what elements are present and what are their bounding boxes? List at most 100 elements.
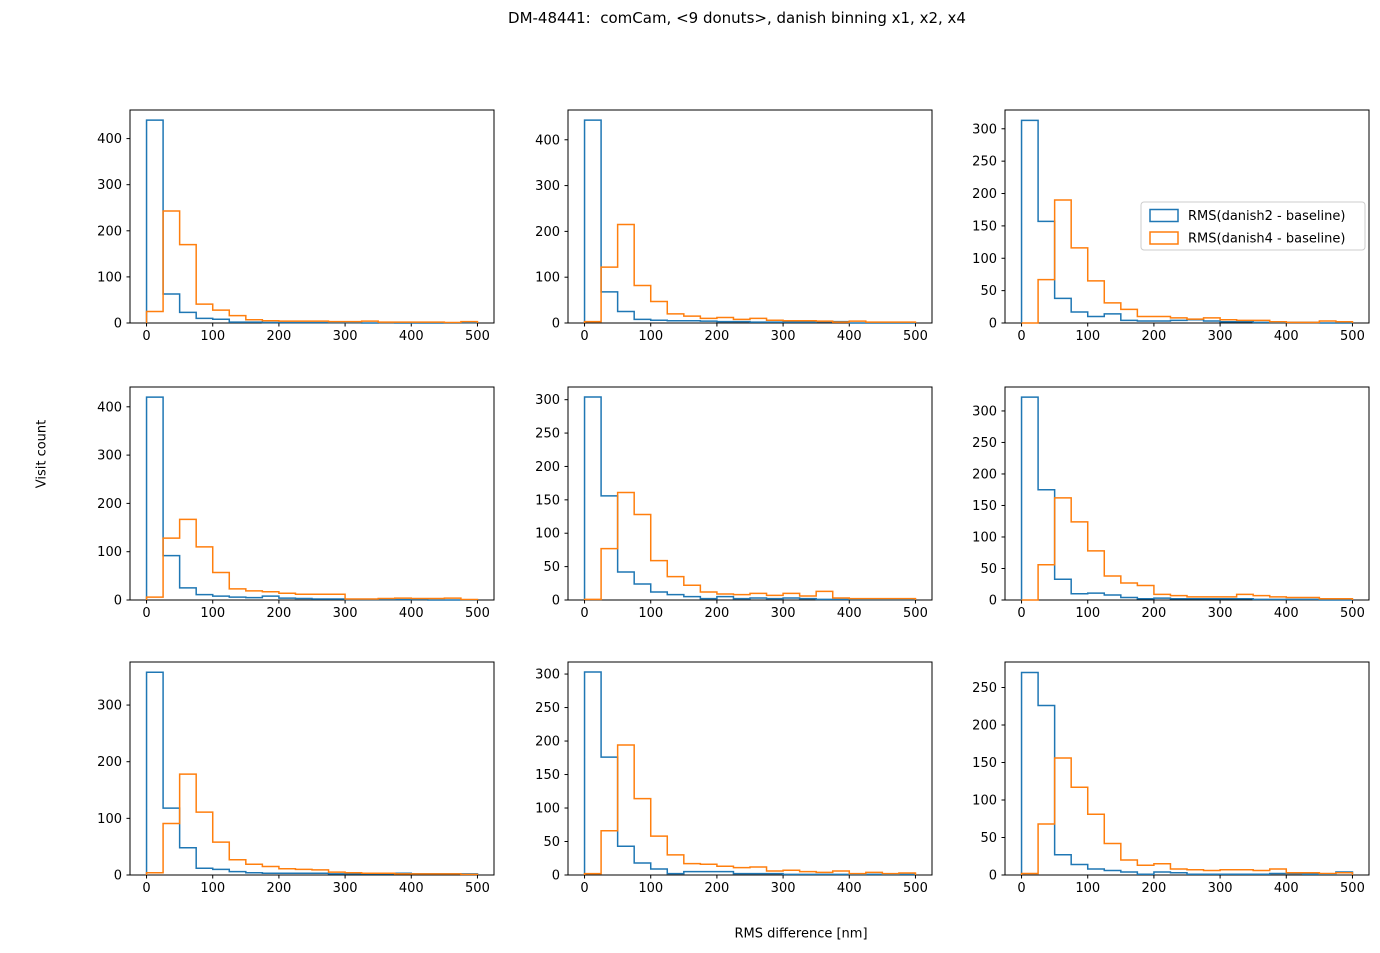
histogram-subplot-r1c1: 0 100 200 300 400 500 0 50 100 150 200 250 300 (535, 386, 933, 621)
y-tick-label: 100 (535, 802, 560, 817)
x-tick-label: 300 (333, 881, 358, 896)
x-tick-label: 200 (266, 606, 291, 621)
histogram-subplot-r1c0: 0 100 200 300 400 500 0 100 200 300 400 (97, 386, 495, 621)
x-tick-label: 500 (903, 606, 928, 621)
x-tick-label: 500 (1340, 329, 1365, 344)
x-tick-label: 0 (1017, 606, 1025, 621)
axes-spines (567, 109, 933, 324)
x-tick-label: 400 (1274, 606, 1299, 621)
y-tick-label: 400 (97, 400, 122, 415)
x-tick-label: 0 (142, 606, 150, 621)
y-tick-label: 0 (114, 869, 122, 884)
y-tick-label: 100 (972, 530, 997, 545)
danish4-series-line (145, 210, 479, 324)
x-tick-label: 100 (638, 329, 663, 344)
axes-spines (129, 109, 495, 324)
y-tick-label: 300 (972, 122, 997, 137)
y-tick-label: 200 (535, 460, 560, 475)
danish2-series-line (145, 396, 478, 601)
y-tick-label: 100 (535, 527, 560, 542)
y-tick-label: 300 (97, 699, 122, 714)
y-tick-label: 100 (972, 794, 997, 809)
y-tick-label: 0 (114, 317, 122, 332)
y-tick-label: 200 (535, 225, 560, 240)
x-tick-label: 300 (333, 329, 358, 344)
x-tick-label: 400 (399, 329, 424, 344)
x-tick-label: 400 (837, 329, 862, 344)
y-tick-label: 200 (972, 467, 997, 482)
x-tick-label: 300 (771, 329, 796, 344)
histogram-subplot-r2c2: 0 100 200 300 400 500 0 50 100 150 200 250 (972, 661, 1370, 896)
y-tick-label: 300 (97, 178, 122, 193)
axes-spines (1004, 661, 1370, 876)
legend-label-danish2: RMS(danish2 - baseline) (1188, 209, 1345, 224)
y-tick-label: 50 (980, 562, 997, 577)
y-tick-label: 250 (972, 681, 997, 696)
x-tick-label: 0 (1017, 329, 1025, 344)
x-tick-label: 200 (1141, 329, 1166, 344)
y-tick-label: 250 (535, 427, 560, 442)
x-tick-label: 400 (1274, 881, 1299, 896)
danish4-series-line (583, 223, 917, 323)
danish4-series-line (1021, 497, 1354, 601)
y-tick-label: 200 (972, 187, 997, 202)
legend-box (1140, 201, 1366, 251)
y-tick-label: 200 (535, 735, 560, 750)
histogram-subplot-r0c2: 0 100 200 300 400 500 0 50 100 150 200 250 300 RMS(da… (972, 109, 1370, 344)
x-tick-label: 500 (465, 329, 490, 344)
x-tick-label: 100 (200, 881, 225, 896)
legend-swatch-danish2 (1149, 208, 1179, 223)
y-tick-label: 300 (972, 404, 997, 419)
y-tick-label: 0 (552, 317, 560, 332)
x-tick-label: 100 (1075, 881, 1100, 896)
y-tick-label: 300 (97, 449, 122, 464)
danish4-series-line (1020, 757, 1354, 875)
x-tick-label: 400 (1274, 329, 1299, 344)
y-tick-label: 100 (97, 812, 122, 827)
y-tick-label: 0 (114, 594, 122, 609)
x-tick-label: 400 (837, 606, 862, 621)
x-tick-label: 0 (580, 329, 588, 344)
axes-spines (129, 661, 495, 876)
y-tick-label: 100 (97, 545, 122, 560)
y-tick-label: 200 (97, 224, 122, 239)
x-tick-label: 300 (1208, 606, 1233, 621)
y-tick-label: 200 (972, 719, 997, 734)
y-tick-label: 0 (989, 317, 997, 332)
y-axis-label: Visit count (34, 419, 50, 489)
x-tick-label: 400 (399, 881, 424, 896)
x-tick-label: 500 (1340, 881, 1365, 896)
x-tick-label: 200 (704, 329, 729, 344)
y-tick-label: 150 (535, 493, 560, 508)
x-tick-label: 0 (142, 881, 150, 896)
x-tick-label: 100 (638, 881, 663, 896)
legend-swatch-danish4 (1149, 231, 1179, 245)
x-tick-label: 500 (1340, 606, 1365, 621)
axes-spines (567, 661, 933, 876)
histogram-subplot-r2c1: 0 100 200 300 400 500 0 50 100 150 200 250 300 (535, 661, 933, 896)
x-tick-label: 0 (580, 606, 588, 621)
danish2-series-line (583, 396, 917, 601)
y-tick-label: 300 (535, 179, 560, 194)
x-tick-label: 200 (1141, 606, 1166, 621)
x-tick-label: 500 (465, 606, 490, 621)
danish2-series-line (145, 119, 479, 324)
x-tick-label: 200 (266, 881, 291, 896)
danish2-series-line (583, 119, 916, 324)
x-tick-label: 200 (266, 329, 291, 344)
axes-spines (1004, 386, 1370, 601)
x-tick-label: 0 (580, 881, 588, 896)
danish4-series-line (583, 491, 917, 601)
x-tick-label: 300 (333, 606, 358, 621)
y-tick-label: 150 (972, 756, 997, 771)
legend: RMS(danish2 - baseline) RMS(danish4 - bas… (1140, 201, 1366, 251)
danish4-series-line (583, 744, 917, 875)
y-tick-label: 300 (535, 393, 560, 408)
danish2-series-line (1020, 671, 1354, 875)
histogram-subplot-r0c1: 0 100 200 300 400 500 0 100 200 300 400 (535, 109, 933, 344)
y-tick-label: 200 (97, 497, 122, 512)
y-tick-label: 100 (97, 270, 122, 285)
x-tick-label: 100 (1075, 329, 1100, 344)
y-tick-label: 0 (989, 869, 997, 884)
y-tick-label: 50 (543, 560, 560, 575)
